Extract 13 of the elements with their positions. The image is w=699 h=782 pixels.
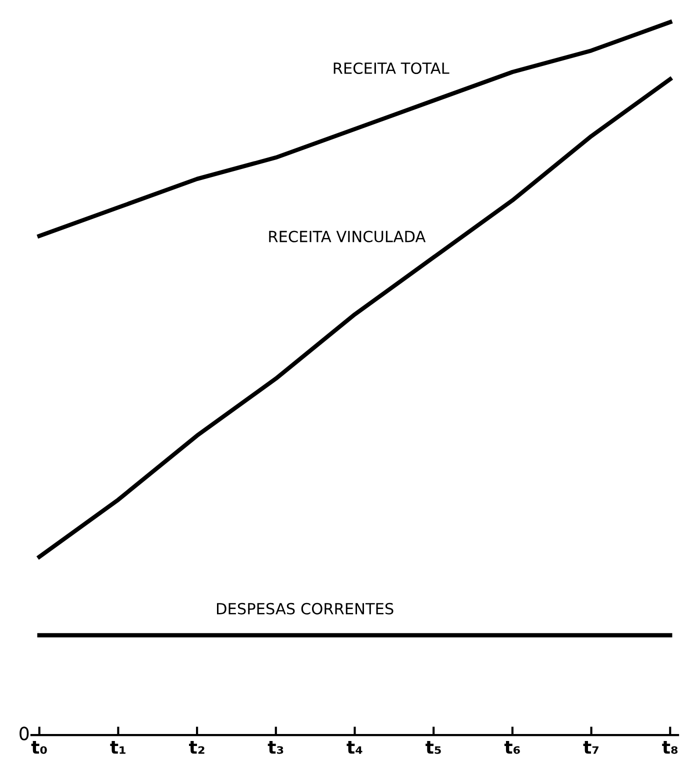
x-tick-label: t₁ — [110, 740, 126, 754]
x-tick-label: t₂ — [189, 740, 204, 754]
x-tick-label: t₆ — [504, 740, 520, 754]
x-tick-label: t₈ — [662, 740, 678, 754]
series-label: DESPESAS CORRENTES — [217, 602, 394, 614]
series-label: RECEITA TOTAL — [334, 62, 450, 74]
text: 0 — [20, 726, 29, 740]
x-tick-label: t₅ — [426, 740, 441, 754]
series-label: RECEITA VINCULADA — [269, 230, 426, 242]
x-tick-label: t₄ — [346, 740, 362, 754]
x-tick-label: t₀ — [31, 740, 47, 754]
x-tick-label: t₃ — [268, 740, 284, 754]
x-tick-label: t₇ — [583, 740, 598, 754]
